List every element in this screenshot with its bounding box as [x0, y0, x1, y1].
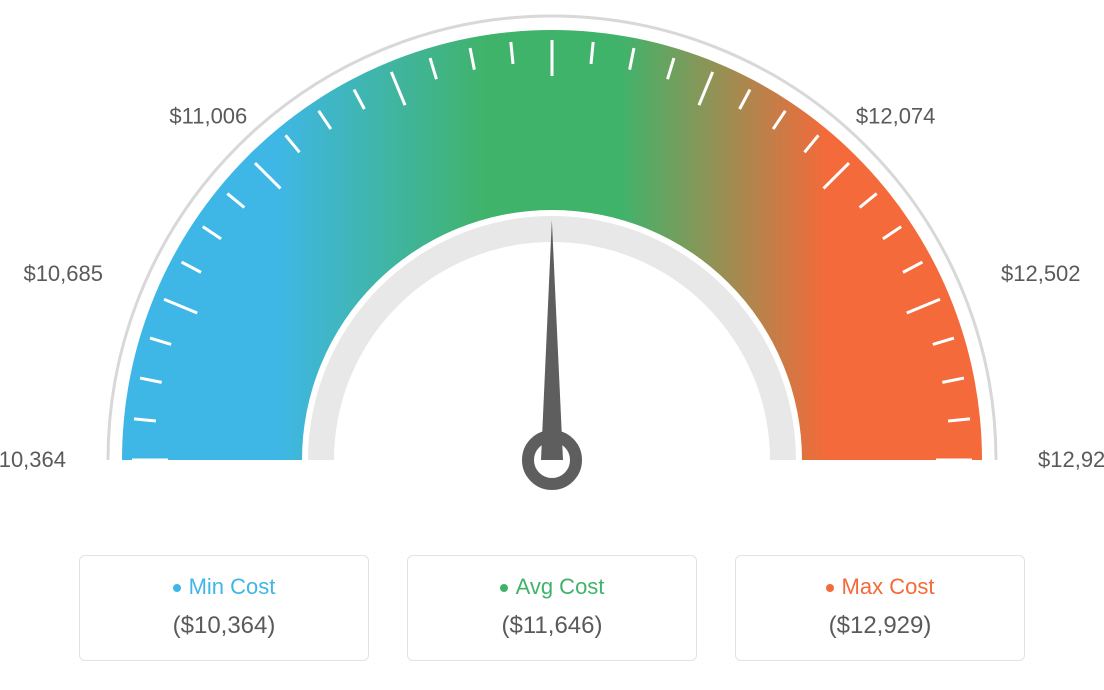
legend-label-text: Min Cost [189, 574, 276, 599]
legend-card: Avg Cost ($11,646) [407, 555, 697, 661]
legend-card: Max Cost ($12,929) [735, 555, 1025, 661]
legend-dot-icon [500, 584, 508, 592]
gauge-tick-label: $12,929 [1038, 447, 1104, 472]
gauge-tick-label: $12,502 [1001, 261, 1081, 286]
legend-row: Min Cost ($10,364) Avg Cost ($11,646) Max Co… [0, 555, 1104, 661]
gauge-tick-label: $12,074 [856, 103, 936, 128]
gauge-tick-label: $11,006 [169, 103, 247, 128]
cost-gauge: $10,364$10,685$11,006$11,646$12,074$12,5… [0, 0, 1104, 540]
gauge-needle [541, 220, 563, 460]
cost-gauge-container: $10,364$10,685$11,006$11,646$12,074$12,5… [0, 0, 1104, 690]
legend-dot-icon [826, 584, 834, 592]
legend-value: ($10,364) [90, 612, 358, 640]
legend-value: ($12,929) [746, 612, 1014, 640]
legend-label-text: Avg Cost [516, 574, 605, 599]
legend-label: Max Cost [746, 574, 1014, 600]
legend-label: Avg Cost [418, 574, 686, 600]
legend-label: Min Cost [90, 574, 358, 600]
legend-value: ($11,646) [418, 612, 686, 640]
gauge-tick-label: $10,364 [0, 447, 66, 472]
legend-label-text: Max Cost [842, 574, 935, 599]
legend-card: Min Cost ($10,364) [79, 555, 369, 661]
legend-dot-icon [173, 584, 181, 592]
gauge-tick-label: $10,685 [23, 261, 103, 286]
